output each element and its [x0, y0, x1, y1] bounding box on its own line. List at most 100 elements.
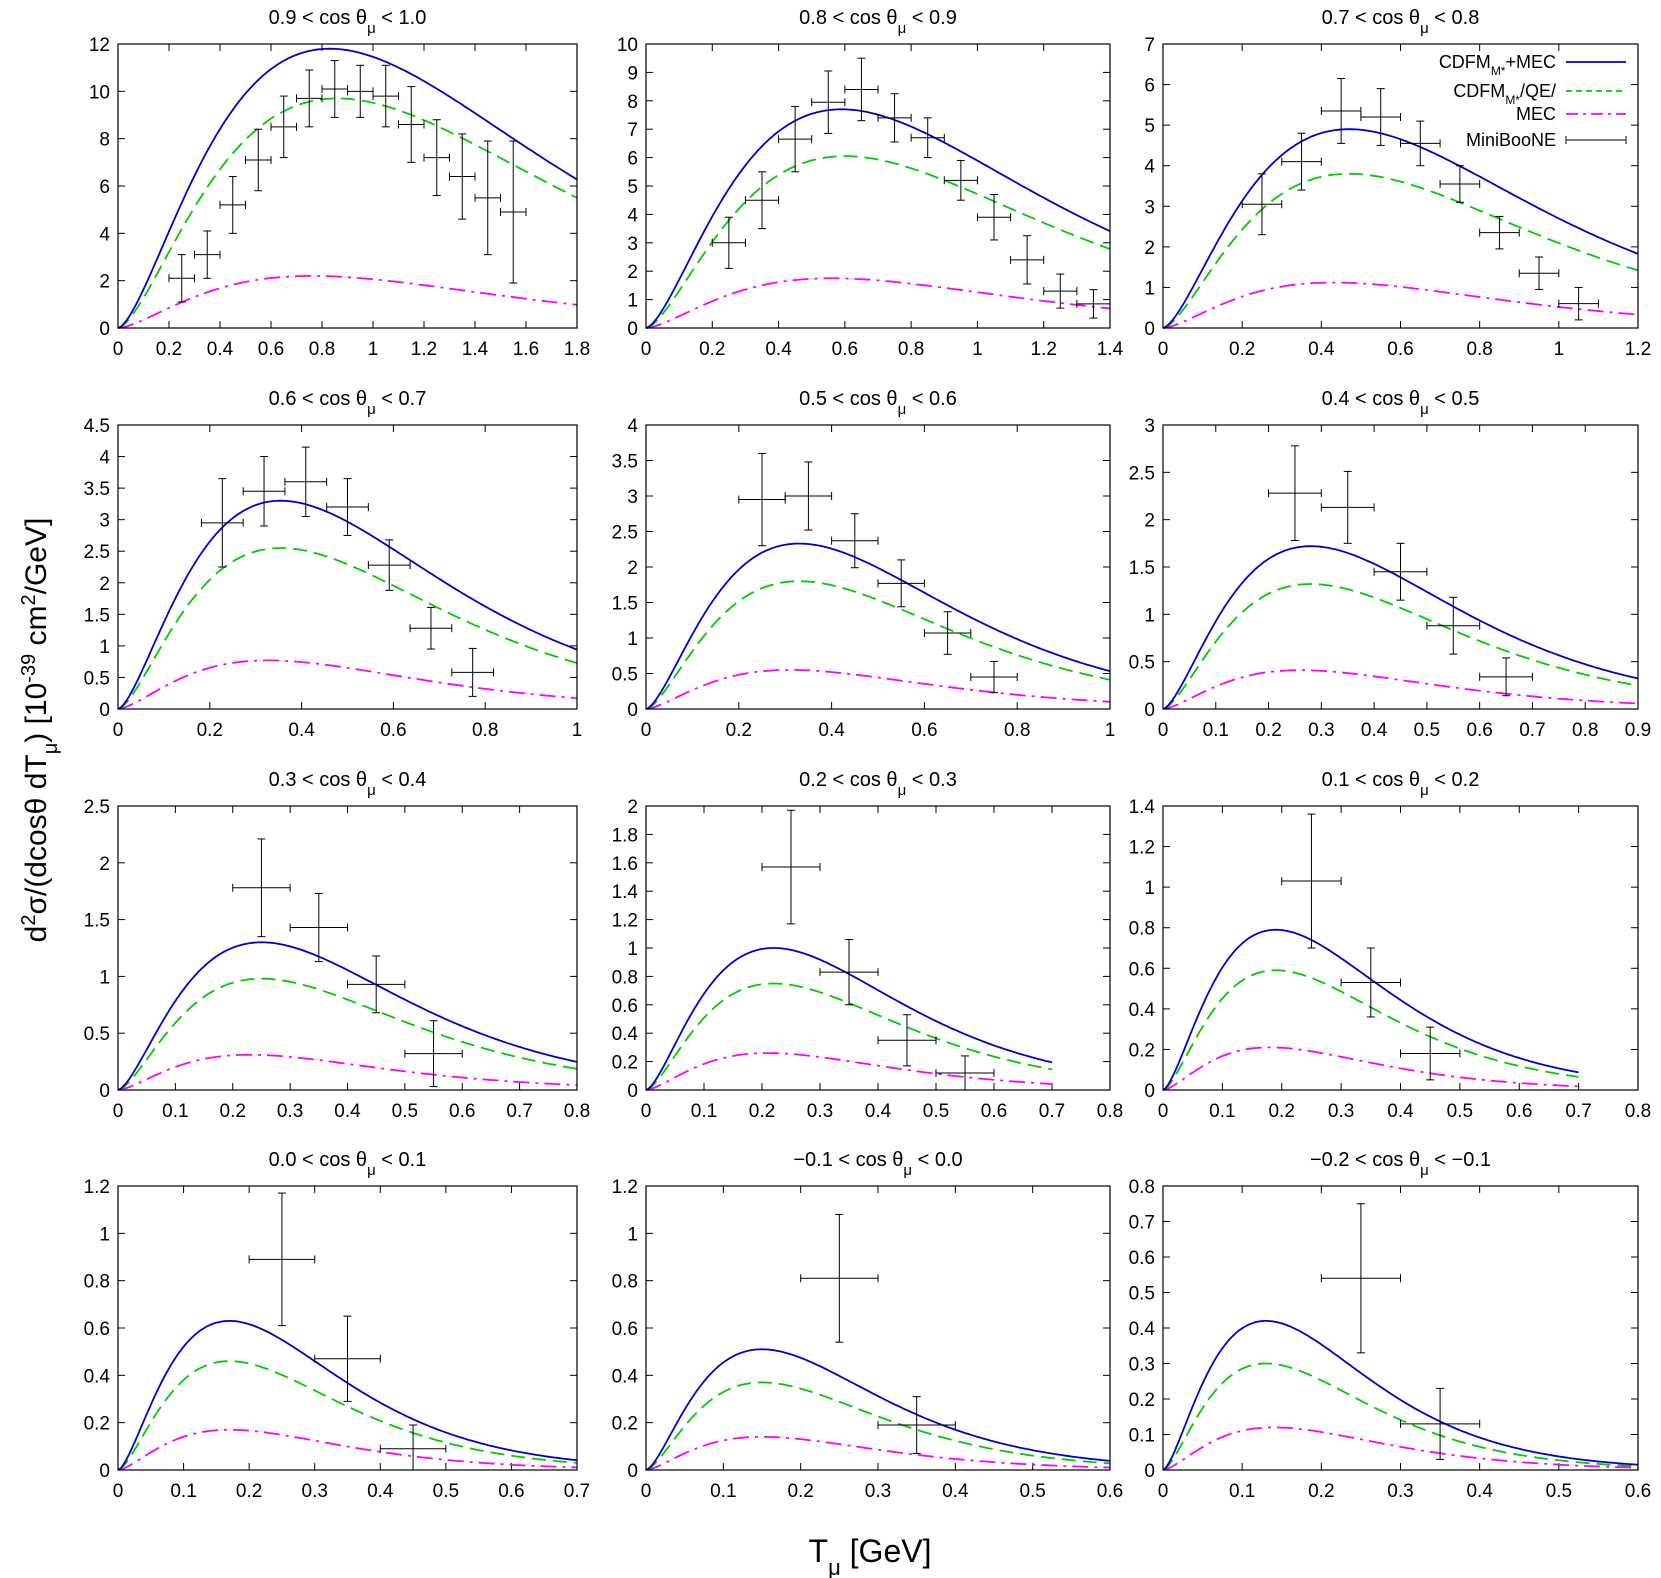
x-tick-label: 0.5: [923, 1101, 949, 1122]
x-tick-label: 0.6: [380, 720, 406, 741]
data-point: [168, 254, 195, 303]
panel-3: 0.7 < cos θμ < 0.8 0 0.2 0.4 0.6 0.8 1 1.2 0 1 2 3 4…: [1144, 7, 1651, 360]
panel-12: −0.2 < cos θμ < −0.1 0 0.1 0.2 0.3 0.4 0.5 0.6 0…: [1129, 1149, 1652, 1502]
series-qe: [645, 580, 1111, 710]
panel-title-sub: μ: [898, 782, 907, 799]
data-point: [811, 70, 846, 134]
legend-label-sub: M*: [1491, 64, 1506, 78]
plot-frame: [645, 1185, 1111, 1471]
y-tick-label: 6: [627, 149, 638, 170]
data-point: [1076, 289, 1111, 319]
data-point: [347, 64, 374, 118]
x-axis-label: Tμ [GeV]: [809, 1533, 932, 1578]
data-point: [761, 809, 821, 925]
y-tick-label: 0.4: [84, 1366, 111, 1387]
panel-title-sub: μ: [903, 1162, 912, 1179]
x-tick-label: 0.2: [726, 720, 752, 741]
panel-title-pre: 0.8 < cos θ: [799, 7, 897, 29]
x-tick-label: 0.3: [865, 1481, 891, 1502]
x-tick-label: 0: [641, 1481, 652, 1502]
x-tick-label: 0.2: [197, 720, 223, 741]
panel-title-post: < 0.6: [906, 388, 957, 410]
y-tick-label: 2.5: [84, 542, 110, 563]
data-point: [943, 159, 978, 201]
x-tick-label: 0.1: [1229, 1481, 1255, 1502]
plot-frame: [117, 424, 578, 710]
panel-title-sub: μ: [367, 20, 376, 37]
x-tick-label: 0.2: [699, 339, 725, 360]
x-tick-label: 0.2: [1308, 1481, 1334, 1502]
data-point: [800, 1213, 879, 1343]
y-tick-label: 0: [1144, 319, 1155, 340]
panel-title-post: < 0.3: [906, 769, 957, 791]
y-tick-label: 0.2: [612, 1414, 638, 1435]
panel-title-sub: μ: [1420, 401, 1429, 418]
y-tick-label: 0.5: [1129, 1284, 1155, 1305]
data-point: [347, 955, 406, 1014]
panel-title-sub: μ: [898, 20, 907, 37]
series-mec: [1162, 669, 1639, 710]
data-point: [877, 559, 925, 608]
panel-title-sub: μ: [367, 782, 376, 799]
panel-title-sub: μ: [898, 401, 907, 418]
panel-title-pre: 0.4 < cos θ: [1322, 388, 1420, 410]
y-tick-label: 2: [99, 574, 110, 595]
data-point: [284, 446, 328, 518]
x-tick-label: 0.8: [309, 339, 335, 360]
y-tick-label: 4: [627, 205, 638, 226]
data-point: [877, 93, 912, 143]
x-tick-label: 0.8: [1097, 1101, 1123, 1122]
panel-title-post: < 0.2: [1429, 769, 1480, 791]
x-tick-label: 1: [368, 339, 379, 360]
y-tick-label: 0.6: [1129, 959, 1155, 980]
x-tick-label: 1.2: [1625, 339, 1651, 360]
x-tick-label: 0.4: [765, 339, 792, 360]
series-mec: [117, 275, 578, 329]
data-point: [784, 461, 833, 531]
panel-title-sub: μ: [367, 401, 376, 418]
series-mec: [1162, 1046, 1579, 1091]
y-tick-label: 6: [99, 177, 110, 198]
x-tick-label: 1: [1554, 339, 1565, 360]
y-tick-label: 0.6: [612, 1319, 638, 1340]
panel-title: 0.1 < cos θμ < 0.2: [1322, 769, 1480, 799]
data-point: [409, 606, 453, 650]
y-tick-label: 6: [1144, 76, 1155, 97]
panel-title-sub: μ: [1420, 1162, 1429, 1179]
y-tick-label: 1: [627, 291, 638, 312]
y-tick-label: 2.5: [84, 797, 110, 818]
panel-title-post: < 0.7: [376, 388, 427, 410]
data-point: [976, 194, 1012, 241]
panel-title: 0.6 < cos θμ < 0.7: [269, 388, 427, 418]
series-mec: [117, 659, 578, 710]
panel-title-pre: −0.2 < cos θ: [1310, 1149, 1420, 1171]
x-tick-label: 0.2: [749, 1101, 775, 1122]
series-qe: [1162, 1362, 1639, 1471]
data-point: [289, 892, 348, 963]
series-qe: [117, 547, 578, 710]
y-tick-label: 3: [627, 234, 638, 255]
panel-title: 0.9 < cos θμ < 1.0: [269, 7, 427, 37]
y-tick-label: 1: [1144, 605, 1155, 626]
y-tick-label: 0.5: [84, 668, 110, 689]
x-tick-label: 0.6: [1466, 720, 1492, 741]
x-tick-label: 1.2: [1031, 339, 1057, 360]
x-tick-label: 0.4: [1308, 339, 1335, 360]
x-tick-label: 1.6: [513, 339, 539, 360]
panel-8: 0.2 < cos θμ < 0.3 0 0.1 0.2 0.3 0.4 0.5 0.6 0.7…: [612, 769, 1124, 1122]
series-qe: [1162, 583, 1639, 710]
y-tick-label: 0: [99, 319, 110, 340]
x-tick-label: 0.6: [911, 720, 937, 741]
y-tick-label: 0.4: [1129, 1000, 1156, 1021]
data-point: [314, 1315, 381, 1402]
data-point: [844, 57, 879, 122]
y-tick-label: 5: [1144, 116, 1155, 137]
series-total: [117, 941, 578, 1091]
x-tick-label: 0.1: [710, 1481, 736, 1502]
panel-6: 0.4 < cos θμ < 0.5 0 0.1 0.2 0.3 0.4 0.5 0.6 0.7…: [1129, 388, 1652, 741]
x-tick-label: 0.4: [334, 1101, 361, 1122]
series-mec: [645, 1436, 1111, 1471]
x-tick-label: 0.7: [564, 1481, 590, 1502]
y-tick-label: 1.5: [612, 594, 638, 615]
y-tick-label: 9: [627, 63, 638, 84]
